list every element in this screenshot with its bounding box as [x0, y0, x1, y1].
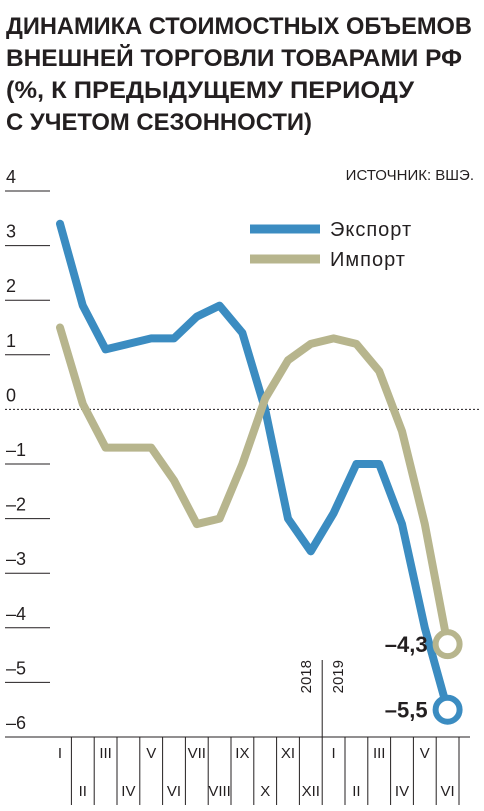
x-tick-label: VIII — [208, 783, 231, 800]
legend-label: Импорт — [330, 249, 406, 271]
x-tick-label: IV — [395, 783, 409, 800]
x-tick-label: V — [420, 745, 430, 762]
y-tick-label: –6 — [6, 713, 26, 733]
x-tick-label: VI — [441, 783, 455, 800]
x-tick-label: V — [146, 745, 156, 762]
value-label: –5,5 — [385, 698, 428, 723]
x-tick-label: VII — [188, 745, 206, 762]
series-line — [56, 219, 452, 714]
x-tick-label: III — [373, 745, 386, 762]
x-tick-label: XI — [281, 745, 295, 762]
y-tick-label: 1 — [6, 331, 16, 351]
series-line — [56, 323, 452, 649]
y-tick-label: –1 — [6, 440, 26, 460]
source: ИСТОЧНИК: ВШЭ. — [346, 167, 474, 184]
y-tick-label: –2 — [6, 495, 26, 515]
y-tick-label: 3 — [6, 222, 16, 242]
x-tick-label: I — [58, 745, 62, 762]
value-label: –4,3 — [385, 632, 428, 657]
x-tick-label: III — [99, 745, 112, 762]
y-tick-label: 2 — [6, 276, 16, 296]
x-tick-label: II — [79, 783, 87, 800]
end-marker — [432, 629, 463, 660]
y-tick-label: –5 — [6, 658, 26, 678]
y-tick-label: 4 — [6, 167, 16, 187]
year-label: 2019 — [330, 660, 347, 693]
y-tick-label: –3 — [6, 549, 26, 569]
year-label: 2018 — [298, 660, 315, 693]
x-tick-label: IX — [235, 745, 249, 762]
x-tick-label: I — [332, 745, 336, 762]
x-tick-label: XII — [302, 783, 320, 800]
end-marker — [432, 694, 463, 725]
y-tick-label: –4 — [6, 604, 26, 624]
x-tick-label: IV — [121, 783, 135, 800]
chart-title: (%, К ПРЕДЫДУЩЕМУ ПЕРИОДУ — [6, 77, 415, 104]
chart-title: С УЧЕТОМ СЕЗОННОСТИ) — [6, 109, 312, 136]
y-tick-label: 0 — [6, 385, 16, 405]
chart-title: ВНЕШНЕЙ ТОРГОВЛИ ТОВАРАМИ РФ — [6, 44, 462, 72]
x-tick-label: X — [260, 783, 270, 800]
legend-label: Экспорт — [330, 219, 412, 241]
x-tick-label: II — [352, 783, 360, 800]
x-tick-label: VI — [167, 783, 181, 800]
chart-title: ДИНАМИКА СТОИМОСТНЫХ ОБЪЕМОВ — [6, 13, 472, 40]
